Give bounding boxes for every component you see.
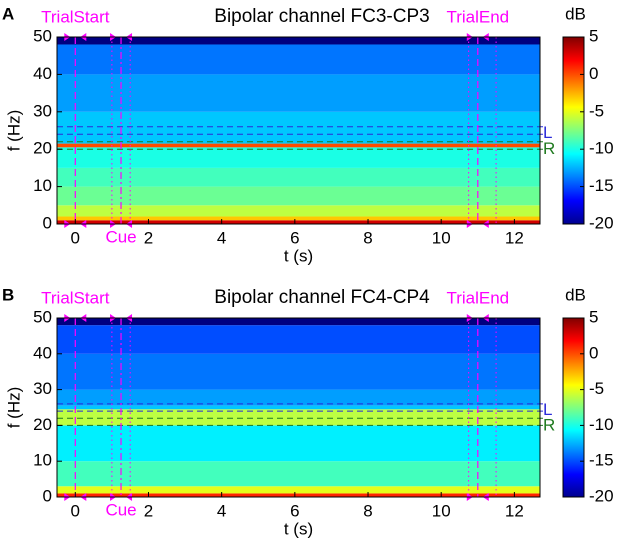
colorbar-label: dB	[565, 285, 586, 304]
spectrogram-band	[57, 325, 540, 354]
x-axis-label: t (s)	[284, 246, 313, 265]
colorbar-tick-label: 0	[589, 343, 598, 362]
chart-title: Bipolar channel FC3-CP3	[214, 6, 429, 27]
x-tick-label: 8	[363, 228, 372, 247]
x-tick-label: 10	[432, 228, 451, 247]
x-axis-label: t (s)	[284, 519, 313, 538]
colorbar-tick-label: -10	[589, 415, 614, 434]
band-label: L	[543, 123, 552, 142]
y-tick-label: 0	[43, 486, 52, 505]
colorbar	[562, 36, 585, 225]
y-tick-label: 50	[33, 307, 52, 326]
y-tick-label: 20	[33, 415, 52, 434]
spectrogram-band	[57, 486, 540, 494]
x-tick-label: 4	[217, 228, 226, 247]
plot-frame	[56, 317, 541, 498]
spectrogram-band	[57, 318, 540, 326]
spectrogram-band	[57, 186, 540, 206]
x-tick-label: 12	[505, 228, 524, 247]
spectrogram-band	[57, 353, 540, 390]
x-tick-label: 8	[363, 501, 372, 520]
colorbar-tick-label: -20	[589, 213, 614, 232]
spectrogram-band	[57, 409, 540, 426]
spectrogram-band	[57, 425, 540, 462]
spectrogram-band	[57, 143, 540, 148]
y-tick-label: 10	[33, 451, 52, 470]
colorbar-tick-label: -15	[589, 176, 614, 195]
spectrogram-band	[57, 461, 540, 487]
band-label: R	[543, 139, 555, 158]
y-tick-label: 40	[33, 64, 52, 83]
y-tick-label: 50	[33, 26, 52, 45]
spectrogram-band	[57, 111, 540, 144]
colorbar	[562, 317, 585, 498]
spectrogram-band	[57, 44, 540, 75]
spectrogram-band	[57, 220, 540, 224]
panel-label: B	[2, 285, 14, 304]
y-tick-label: 0	[43, 213, 52, 232]
event-label: TrialStart	[41, 288, 110, 307]
y-tick-label: 40	[33, 343, 52, 362]
colorbar-tick-label: 0	[589, 64, 598, 83]
spectrogram-band	[57, 205, 540, 217]
colorbar-label: dB	[565, 4, 586, 23]
spectrogram-band	[57, 405, 540, 410]
y-tick-label: 10	[33, 176, 52, 195]
spectrogram-band	[57, 216, 540, 221]
x-tick-label: 4	[217, 501, 226, 520]
x-tick-label: 12	[505, 501, 524, 520]
colorbar-tick-label: -5	[589, 379, 604, 398]
colorbar-tick-label: -10	[589, 139, 614, 158]
spectrogram-band	[57, 493, 540, 497]
x-tick-label: 6	[290, 228, 299, 247]
colorbar-tick-label: 5	[589, 307, 598, 326]
plot-frame	[56, 36, 541, 225]
x-tick-label: 10	[432, 501, 451, 520]
y-axis-label: f (Hz)	[4, 110, 23, 152]
y-tick-label: 30	[33, 379, 52, 398]
chart-title: Bipolar channel FC4-CP4	[214, 287, 430, 308]
spectrogram-band	[57, 37, 540, 45]
event-label: TrialEnd	[446, 288, 509, 307]
colorbar-tick-label: -5	[589, 101, 604, 120]
colorbar-tick-label: -20	[589, 486, 614, 505]
band-label: L	[543, 400, 552, 419]
spectrogram-band	[57, 74, 540, 112]
event-label: Cue	[105, 227, 136, 246]
spectrogram-band	[57, 389, 540, 406]
colorbar-tick-label: 5	[589, 26, 598, 45]
band-label: R	[543, 415, 555, 434]
x-tick-label: 0	[71, 228, 80, 247]
x-tick-label: 6	[290, 501, 299, 520]
x-tick-label: 2	[144, 501, 153, 520]
x-tick-label: 0	[71, 501, 80, 520]
colorbar-tick-label: -15	[589, 451, 614, 470]
y-tick-label: 20	[33, 139, 52, 158]
panel-label: A	[2, 4, 14, 23]
event-label: Cue	[105, 500, 136, 519]
y-tick-label: 30	[33, 101, 52, 120]
x-tick-label: 2	[144, 228, 153, 247]
spectrogram-band	[57, 147, 540, 168]
spectrogram-band	[57, 167, 540, 187]
y-axis-label: f (Hz)	[4, 387, 23, 429]
event-label: TrialEnd	[446, 7, 509, 26]
event-label: TrialStart	[41, 7, 110, 26]
